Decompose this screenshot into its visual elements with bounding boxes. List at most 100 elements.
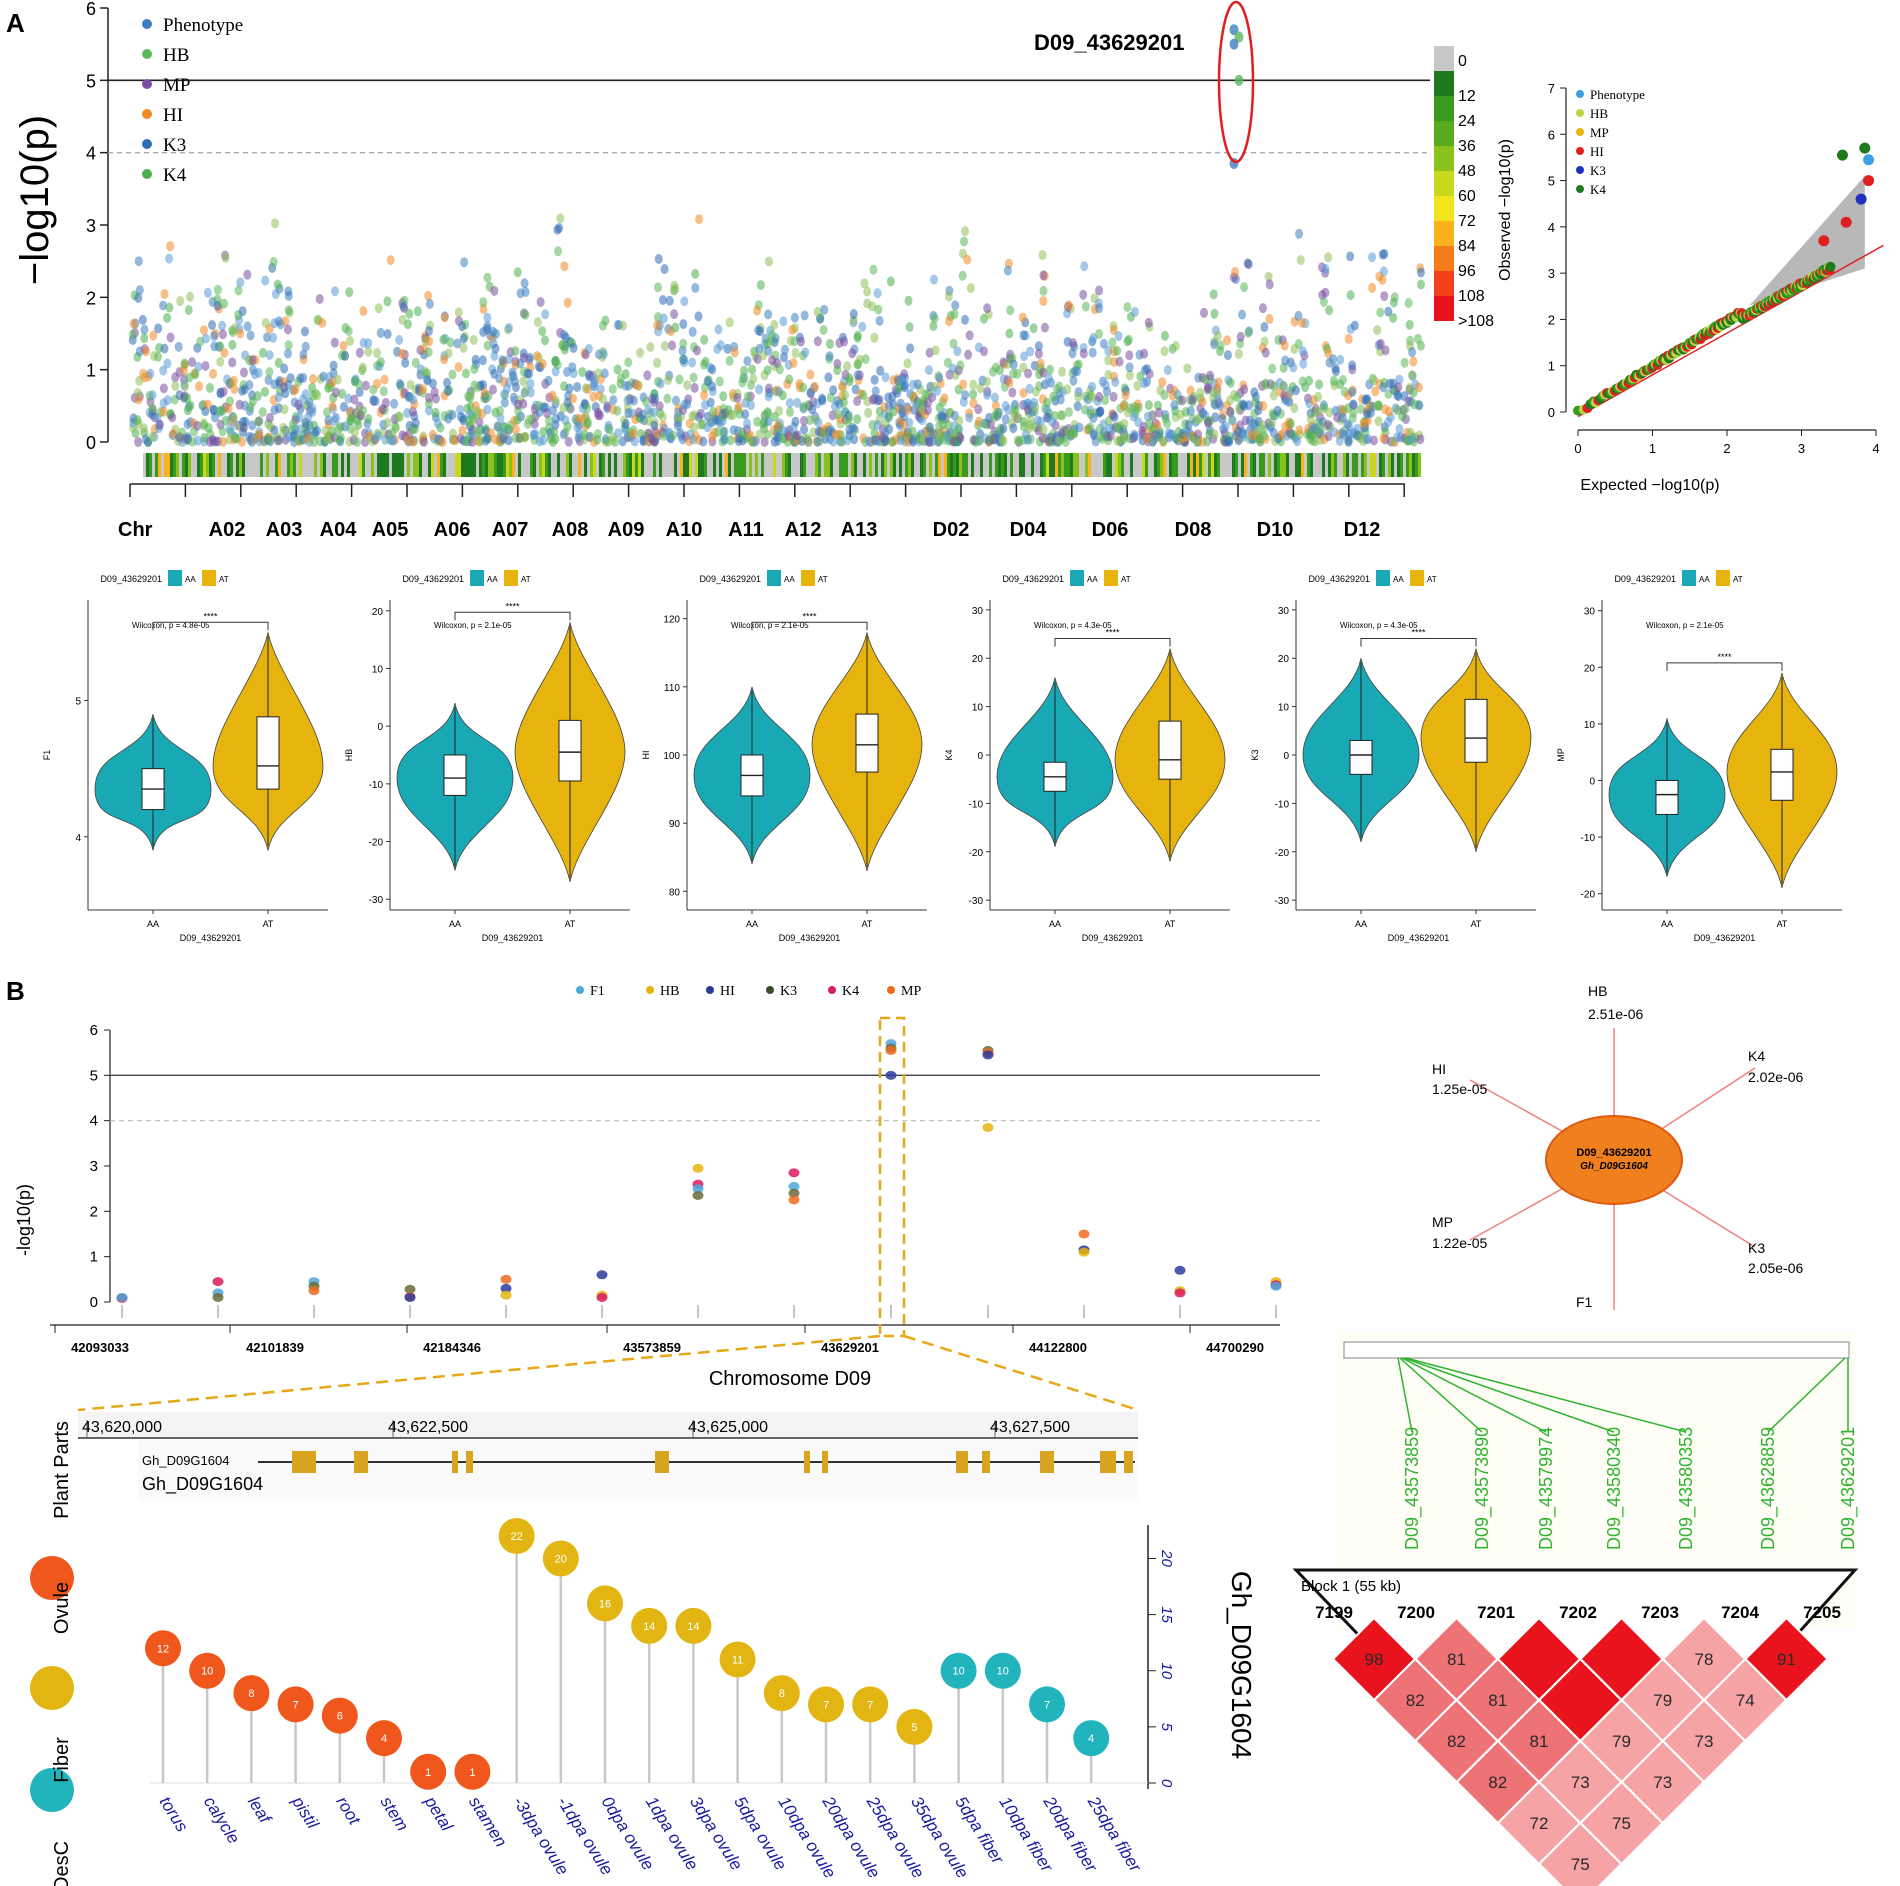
- violin-legend-label-at: AT: [818, 575, 828, 584]
- density-strip-cell: [1142, 453, 1145, 477]
- density-strip-cell: [1331, 453, 1334, 477]
- density-strip-cell: [293, 453, 296, 477]
- manhattan-point: [1089, 430, 1098, 441]
- violin-wilcoxon-label: Wilcoxon, p = 4.3e-05: [1340, 621, 1418, 630]
- density-legend-swatch: [1434, 196, 1454, 221]
- manhattan-point: [134, 292, 143, 303]
- density-strip-cell: [425, 453, 428, 477]
- density-strip-cell: [1346, 453, 1349, 477]
- qq-y-label: Observed −log10(p): [1497, 139, 1514, 281]
- manhattan-point: [454, 362, 463, 373]
- manhattan-point: [756, 280, 765, 291]
- manhattan-point: [163, 395, 172, 406]
- ld-connector: [1405, 1357, 1687, 1433]
- manhattan-point: [1038, 249, 1047, 260]
- manhattan-point: [203, 287, 212, 298]
- density-strip-cell: [335, 453, 338, 477]
- regional-point: [788, 1195, 800, 1205]
- manhattan-point: [1408, 434, 1417, 445]
- ld-cell-value: 91: [1777, 1650, 1796, 1669]
- density-strip-cell: [737, 453, 740, 477]
- manhattan-point: [983, 303, 992, 314]
- density-strip-cell: [752, 453, 755, 477]
- density-strip-cell: [1034, 453, 1037, 477]
- manhattan-point: [1064, 300, 1073, 311]
- density-strip-cell: [965, 453, 968, 477]
- manhattan-point: [778, 390, 787, 401]
- manhattan-point: [906, 343, 915, 354]
- manhattan-point: [1040, 322, 1049, 333]
- violin-y-tick-label: 0: [1283, 751, 1289, 762]
- gene-scale-bar: [78, 1412, 1138, 1438]
- violin-x-label: D09_43629201: [1694, 933, 1756, 943]
- manhattan-point: [1238, 309, 1247, 320]
- gene-exon: [956, 1451, 968, 1473]
- density-strip-cell: [1103, 453, 1106, 477]
- manhattan-point: [800, 424, 809, 435]
- gene-scale-label: 43,625,000: [688, 1419, 768, 1436]
- violin-y-tick-label: 0: [1589, 776, 1595, 787]
- regional-x-tick-label: 43629201: [821, 1340, 879, 1355]
- manhattan-point: [1094, 407, 1103, 418]
- density-strip-cell: [1100, 453, 1103, 477]
- violin-y-tick-label: -20: [1275, 848, 1290, 859]
- manhattan-annotation: D09_43629201: [1034, 30, 1184, 55]
- gene-exon: [822, 1451, 828, 1473]
- density-strip-cell: [1289, 453, 1292, 477]
- manhattan-point: [843, 361, 852, 372]
- violin-legend-label-aa: AA: [487, 575, 498, 584]
- manhattan-point: [764, 309, 773, 320]
- manhattan-point: [663, 393, 672, 404]
- density-strip-cell: [317, 453, 320, 477]
- manhattan-point: [1408, 370, 1417, 381]
- density-strip-cell: [1259, 453, 1262, 477]
- manhattan-point: [328, 401, 337, 412]
- violin-box: [558, 719, 582, 782]
- regional-y-tick-label: 3: [90, 1158, 98, 1175]
- density-strip-cell: [593, 453, 596, 477]
- qq-top-point: [1863, 154, 1875, 166]
- density-strip-cell: [164, 453, 167, 477]
- manhattan-point: [1113, 435, 1122, 446]
- network-center-node: [1545, 1115, 1683, 1205]
- manhattan-point: [1068, 348, 1077, 359]
- manhattan-point: [881, 435, 890, 446]
- manhattan-point: [725, 355, 734, 366]
- density-strip-cell: [1316, 453, 1319, 477]
- manhattan-point: [568, 362, 577, 373]
- manhattan-point: [700, 334, 709, 345]
- manhattan-point: [504, 435, 513, 446]
- manhattan-point: [1414, 382, 1423, 393]
- density-strip-cell: [527, 453, 530, 477]
- manhattan-point: [1308, 435, 1317, 446]
- regional-point: [116, 1292, 128, 1302]
- ld-cell-value: 73: [1571, 1773, 1590, 1792]
- lollipop-value: 11: [732, 1655, 743, 1667]
- density-strip-cell: [1397, 453, 1400, 477]
- manhattan-point: [169, 429, 178, 440]
- manhattan-point: [165, 302, 174, 313]
- manhattan-point: [990, 392, 999, 403]
- density-strip-cell: [1223, 453, 1226, 477]
- density-strip-cell: [173, 453, 176, 477]
- manhattan-point: [1315, 379, 1324, 390]
- manhattan-point: [239, 367, 248, 378]
- manhattan-point: [346, 335, 355, 346]
- manhattan-point: [218, 405, 227, 416]
- manhattan-point: [1291, 385, 1300, 396]
- density-strip-cell: [1388, 453, 1391, 477]
- manhattan-point: [760, 436, 769, 447]
- manhattan-point: [630, 436, 639, 447]
- violin-legend-title: D09_43629201: [1614, 574, 1676, 584]
- manhattan-point: [439, 334, 448, 345]
- manhattan-point: [166, 332, 175, 343]
- manhattan-point: [1338, 428, 1347, 439]
- manhattan-point: [166, 241, 175, 252]
- qq-legend-marker: [1576, 109, 1584, 117]
- regional-legend-marker: [706, 986, 714, 994]
- manhattan-point: [504, 423, 513, 434]
- manhattan-highlight-point: [1229, 38, 1239, 50]
- manhattan-point: [239, 427, 248, 438]
- manhattan-point: [1206, 370, 1215, 381]
